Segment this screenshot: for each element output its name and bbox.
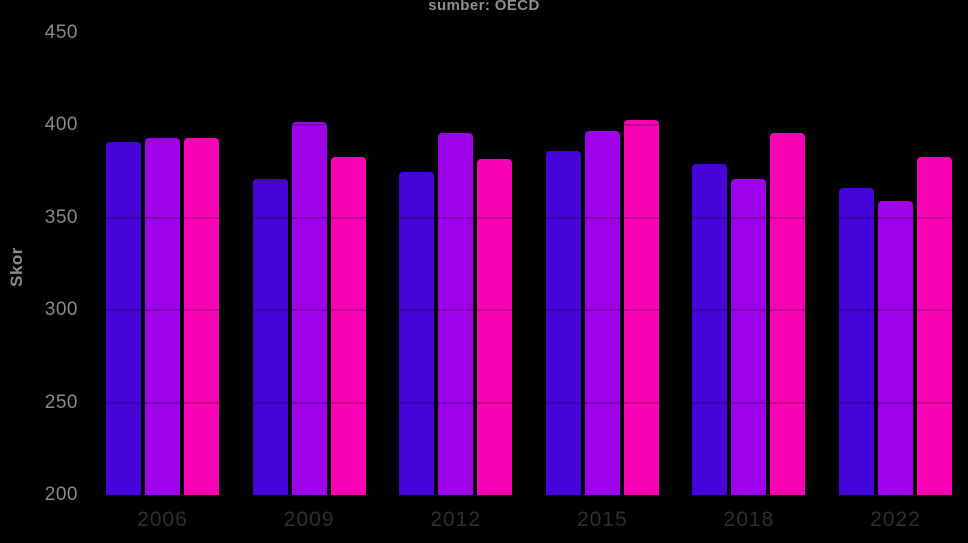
x-axis-label-2006: 2006 [137, 508, 188, 531]
x-axis-label-2022: 2022 [870, 508, 921, 531]
bar-series-1-blue-2012 [399, 171, 435, 495]
y-axis-tick-label: 350 [44, 206, 78, 228]
x-axis-label-2012: 2012 [430, 508, 482, 531]
bar-series-2-purple-2006 [145, 138, 180, 495]
bar-series-2-purple-2022 [878, 201, 913, 495]
bar-series-1-blue-2015 [545, 151, 581, 495]
bar-series-1-blue-2006 [106, 142, 141, 495]
bar-series-3-magenta-2009 [330, 156, 366, 495]
y-axis-tick-label: 300 [44, 299, 78, 321]
x-axis-label-2009: 2009 [283, 508, 335, 531]
y-axis-title: Skor [7, 247, 26, 287]
bar-series-2-purple-2012 [438, 132, 474, 495]
chart-subtitle-source: sumber: OECD [428, 0, 540, 14]
bar-series-2-purple-2018 [731, 178, 767, 495]
bar-series-3-magenta-2006 [184, 138, 219, 495]
y-axis-tick-label: 450 [44, 22, 78, 43]
bar-series-3-magenta-2015 [623, 119, 659, 495]
gridline-450 [90, 32, 962, 34]
x-axis-label-2018: 2018 [723, 508, 775, 531]
bar-series-3-magenta-2018 [770, 132, 806, 495]
gridline-300 [90, 309, 962, 312]
bar-series-3-magenta-2012 [477, 158, 513, 495]
bar-series-1-blue-2022 [839, 188, 874, 495]
bar-series-1-blue-2018 [692, 164, 728, 495]
bar-series-2-purple-2009 [291, 121, 327, 495]
x-axis-label-2015: 2015 [576, 508, 628, 531]
bar-series-3-magenta-2022 [917, 156, 952, 495]
gridline-250 [90, 401, 962, 404]
gridline-400 [90, 124, 962, 127]
gridline-350 [90, 216, 962, 219]
y-axis-tick-label: 200 [44, 484, 78, 505]
y-axis-tick-label: 250 [44, 391, 78, 413]
bar-series-1-blue-2009 [252, 178, 288, 495]
bar-series-2-purple-2015 [584, 130, 620, 495]
y-axis-tick-label: 400 [44, 114, 78, 136]
